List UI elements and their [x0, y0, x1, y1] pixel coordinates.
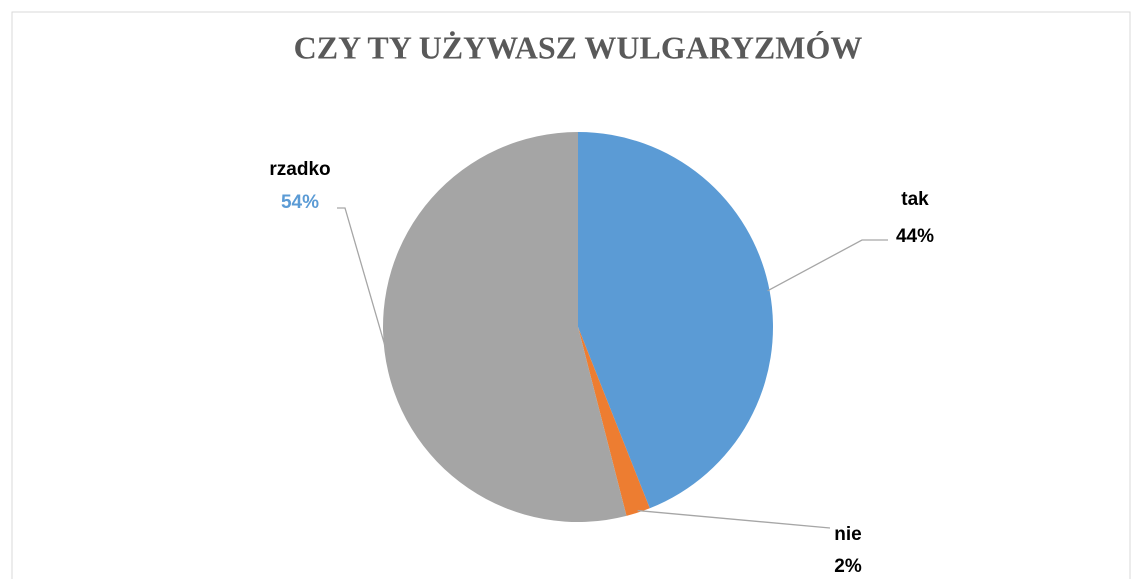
chart-title: CZY TY UŻYWASZ WULGARYZMÓW: [294, 29, 863, 65]
slice-label: nie: [834, 524, 861, 545]
leader-line: [637, 509, 831, 529]
pie-slice: [383, 132, 627, 522]
slice-value-label: 2%: [834, 556, 862, 577]
slice-value-label: 44%: [896, 226, 934, 247]
slice-label: tak: [901, 189, 929, 210]
leader-line: [767, 239, 888, 292]
pie-slice: [578, 132, 774, 509]
leader-line: [337, 207, 388, 352]
slice-value-label: 54%: [281, 192, 319, 213]
pie-slice: [578, 327, 650, 516]
slice-label: rzadko: [269, 159, 330, 180]
